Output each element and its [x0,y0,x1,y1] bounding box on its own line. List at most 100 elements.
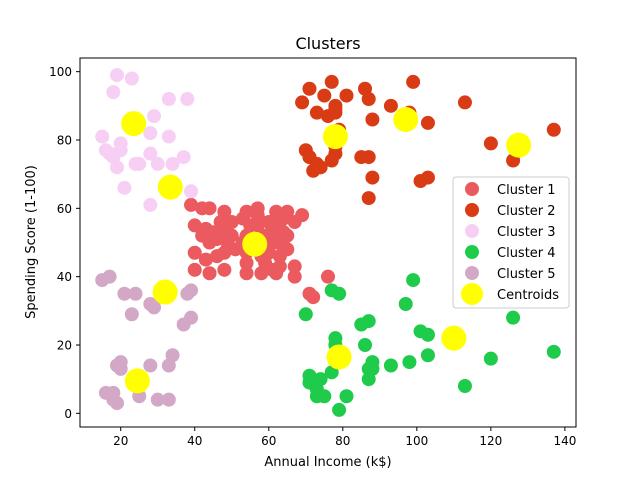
cluster-3-point [124,71,139,86]
legend-marker-cluster-2 [465,203,479,217]
cluster-4-point [365,355,380,370]
x-tick-label: 60 [261,434,276,448]
x-tick-label: 80 [335,434,350,448]
cluster-1-point [280,242,295,257]
x-tick-label: 120 [479,434,502,448]
cluster-2-point [361,92,376,106]
cluster-4-point [402,355,417,370]
cluster-3-point [143,126,158,141]
cluster-2-point [302,81,317,96]
legend-marker-cluster-5 [465,266,479,280]
centroid-point [152,279,178,305]
cluster-1-point [306,290,321,305]
cluster-4-point [546,344,561,359]
cluster-1-point [272,259,287,274]
cluster-1-point [239,256,254,270]
cluster-2-point [309,105,324,120]
cluster-2-point [361,150,376,165]
cluster-1-point [287,269,302,284]
cluster-3-point [165,156,180,171]
cluster-3-point [143,146,158,161]
legend-marker-centroids [461,283,483,305]
cluster-4-point [358,338,373,352]
cluster-5-point [106,392,121,407]
cluster-1-point [265,221,280,236]
cluster-4-point [398,297,413,311]
cluster-2-point [457,95,472,110]
chart-title: Clusters [295,34,360,53]
centroid-point [157,174,183,200]
x-tick-label: 20 [113,434,128,448]
cluster-2-point [420,170,435,185]
cluster-5-point [113,361,128,376]
cluster-2-point [317,88,332,103]
cluster-1-point [287,259,302,274]
y-tick-label: 80 [57,134,72,148]
cluster-5-point [161,392,176,407]
cluster-3-point [117,180,132,195]
x-tick-label: 40 [187,434,202,448]
cluster-4-point [383,358,398,373]
legend-marker-cluster-1 [465,182,479,196]
cluster-4-point [332,402,347,417]
centroid-point [441,325,467,351]
legend-marker-cluster-3 [465,224,479,238]
cluster-4-point [457,379,472,393]
cluster-2-point [365,112,380,127]
centroid-point [506,132,532,158]
cluster-5-point [165,348,180,363]
cluster-4-point [339,389,354,404]
x-tick-label: 100 [405,434,428,448]
cluster-2-point [324,74,339,89]
cluster-3-point [180,92,195,106]
centroid-point [121,111,147,137]
cluster-2-point [546,122,561,137]
cluster-5-points [95,269,199,411]
cluster-1-point [295,208,310,223]
cluster-1-point [239,204,254,219]
cluster-1-point [280,204,295,219]
cluster-5-point [184,310,199,325]
cluster-4-point [483,351,498,366]
cluster-1-point [224,215,239,229]
cluster-3-point [132,156,147,171]
cluster-1-point [258,256,273,270]
x-axis: 20 40 60 80 100 120 140 [113,427,576,448]
cluster-3-point [106,150,121,165]
legend-box [452,176,570,309]
cluster-3-points [95,68,199,212]
centroid-point [326,344,352,370]
cluster-5-point [147,300,162,315]
cluster-4-point [313,372,328,387]
cluster-4-points [298,273,561,417]
cluster-3-point [147,109,162,124]
cluster-2-point [365,170,380,185]
legend-label-cluster-2: Cluster 2 [497,204,556,219]
cluster-1-point [184,197,199,212]
cluster-3-point [176,150,191,165]
legend-label-cluster-5: Cluster 5 [497,267,556,282]
cluster-3-point [161,129,176,144]
cluster-2-point [328,102,343,117]
centroid-points [121,107,532,394]
cluster-3-point [143,197,158,212]
cluster-1-point [198,252,213,267]
cluster-2-point [406,74,421,89]
y-tick-label: 100 [49,65,72,79]
y-axis-label: Spending Score (1-100) [24,165,39,319]
cluster-3-point [150,156,165,171]
y-tick-label: 60 [57,202,72,216]
cluster-4-point [332,286,347,301]
cluster-3-point [110,68,125,83]
cluster-5-point [117,286,132,301]
cluster-2-point [420,115,435,130]
cluster-5-point [184,283,199,298]
plot-marks [95,68,561,417]
cluster-1-point [187,245,202,260]
legend: Cluster 1 Cluster 2 Cluster 3 Cluster 4 Clus… [452,176,570,309]
cluster-5-point [143,358,158,373]
cluster-1-point [217,262,232,277]
cluster-3-point [113,136,128,151]
cluster-1-point [250,208,265,223]
